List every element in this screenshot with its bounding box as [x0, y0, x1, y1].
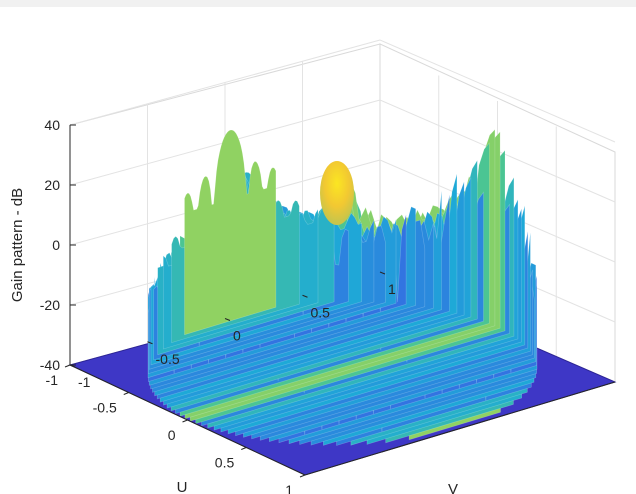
v-tick: [224, 318, 231, 321]
z-tick-label: -40: [40, 357, 60, 373]
v-axis: -1-0.500.51 V: [69, 271, 616, 494]
z-tick-label: 0: [52, 237, 60, 253]
u-tick-label: 0.5: [215, 455, 235, 471]
z-axis-label: Gain pattern - dB: [9, 188, 26, 302]
v-axis-label: V: [448, 481, 458, 494]
surface-ridge: [184, 129, 277, 336]
u-tick: [241, 447, 247, 450]
window-top-strip: [0, 0, 636, 7]
v-tick: [379, 271, 386, 275]
u-tick: [299, 474, 306, 478]
u-axis-label: U: [177, 479, 188, 494]
v-tick-label: 1: [388, 281, 396, 297]
grid-line-z: [379, 39, 616, 143]
z-tick-label: 20: [44, 177, 60, 193]
u-tick-label: -0.5: [93, 400, 117, 416]
surface-ridges: [147, 128, 538, 446]
u-tick-label: -1: [46, 372, 59, 388]
v-tick-label: -0.5: [156, 351, 180, 367]
u-tick-label: 0: [168, 427, 176, 443]
u-tick-label: 1: [285, 482, 293, 494]
u-tick: [64, 364, 71, 368]
v-tick-label: 0: [233, 328, 241, 344]
v-tick-label: -1: [78, 374, 91, 390]
v-tick: [302, 294, 308, 298]
v-tick-label: 0.5: [311, 304, 331, 320]
u-tick: [123, 392, 129, 395]
main-lobe-peak: [320, 161, 354, 225]
u-tick: [182, 419, 188, 423]
z-tick-label: 40: [44, 117, 60, 133]
v-tick: [147, 341, 153, 345]
u-axis: -1-0.500.51 U: [46, 364, 306, 494]
z-tick-label: -20: [40, 297, 60, 313]
v-tick: [69, 364, 76, 368]
z-axis: -40 -20 0 20 40 Gain pattern - dB: [9, 117, 76, 373]
